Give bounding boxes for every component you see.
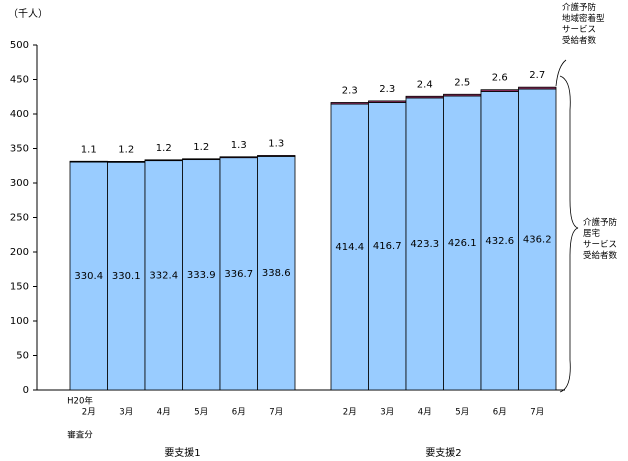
value-label: 1.1 [81,144,97,155]
bar-segment [257,155,296,157]
value-label: 1.2 [193,142,209,153]
y-tick-label: 300 [10,178,29,189]
x-tick-label: 2月 [343,408,357,418]
bar-segment [330,103,369,391]
x-tick-label: 4月 [157,408,171,418]
y-tick-label: 150 [10,282,29,293]
x-note: H20年 [67,396,93,407]
series-label-line: サービス [562,25,596,35]
bar-segment [405,95,444,99]
y-tick-label: 250 [10,213,29,224]
value-label: 333.9 [187,270,216,281]
value-label: 1.2 [156,143,172,154]
series-label-line: 介護予防 [583,217,618,228]
series-label-line: 受給者数 [583,250,618,261]
series-label-line: サービス [583,240,617,250]
value-label: 2.3 [379,84,395,95]
bar-segment [518,86,557,90]
y-tick-label: 200 [10,247,29,258]
brace [559,75,579,393]
series-label-line: 受給者数 [562,35,597,46]
series-label-line: 地域密着型 [562,13,605,24]
value-label: 414.4 [335,242,364,253]
y-tick-label: 400 [10,109,29,120]
bar-segment [518,88,557,391]
y-tick-label: 50 [16,351,29,362]
bar-segment [107,161,146,163]
bar-segment [443,93,482,97]
unit-label: （千人） [8,8,48,20]
value-label: 2.7 [529,70,545,81]
bar-segment [144,159,183,162]
value-label: 432.6 [485,236,514,247]
value-label: 2.6 [492,73,508,84]
x-tick-label: 7月 [269,408,283,418]
y-tick-label: 500 [10,40,29,51]
value-label: 1.3 [231,140,247,151]
x-tick-label: 5月 [455,408,469,418]
series-label: 介護予防地域密着型サービス受給者数 [562,2,605,46]
series-label: 介護予防居宅サービス受給者数 [583,217,618,261]
bar-segment [219,156,258,159]
bar-segment [182,159,221,391]
series-label-line: 介護予防 [562,2,597,13]
value-label: 423.3 [410,239,439,250]
x-tick-label: 3月 [119,408,133,418]
x-tick-label: 4月 [418,408,432,418]
bar-segment [480,89,519,92]
bar-segment [219,157,258,391]
bar-segment [69,160,108,163]
bar-segment [368,100,407,103]
value-label: 2.4 [417,79,433,90]
y-tick-label: 450 [10,75,29,86]
value-label: 436.2 [523,235,552,246]
bar-segment [182,158,221,161]
value-label: 332.4 [149,270,178,281]
x-tick-label: 2月 [82,408,96,418]
value-label: 416.7 [373,241,402,252]
bar-segment [330,102,369,105]
footnote: 審査分 [67,430,93,441]
value-label: 2.3 [342,85,358,96]
bar-segment [144,160,183,391]
x-tick-label: 5月 [194,408,208,418]
bar-segment [257,155,296,391]
bar-segment [443,95,482,391]
value-label: 330.1 [112,271,141,282]
value-label: 1.3 [268,138,284,149]
x-tick-label: 6月 [493,408,507,418]
x-tick-label: 7月 [530,408,544,418]
bar-segment [69,161,108,391]
bar-segment [107,161,146,391]
annotation-leader [555,59,567,87]
x-tick-label: 6月 [232,408,246,418]
group-label: 要支援1 [164,446,200,459]
value-label: 1.2 [118,144,134,155]
value-label: 330.4 [74,271,103,282]
group-label: 要支援2 [425,446,461,459]
y-tick-label: 350 [10,144,29,155]
value-label: 336.7 [224,269,253,280]
bar-segment [405,97,444,391]
y-tick-label: 0 [23,385,29,396]
y-tick-label: 100 [10,316,29,327]
value-label: 426.1 [448,238,477,249]
value-label: 2.5 [454,77,470,88]
series-label-line: 居宅 [583,228,600,239]
value-label: 338.6 [262,268,291,279]
x-tick-label: 3月 [380,408,394,418]
